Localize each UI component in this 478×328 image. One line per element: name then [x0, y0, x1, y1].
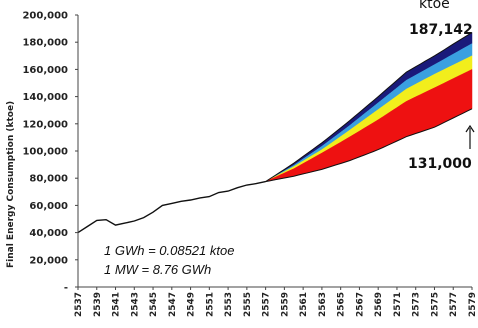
x-tick-label: 2553	[224, 292, 234, 317]
y-tick-label: 80,000	[29, 174, 68, 185]
x-tick-label: 2563	[318, 292, 328, 317]
x-tick-label: 2547	[168, 292, 178, 317]
conversion-note-gwh: 1 GWh = 0.08521 ktoe	[104, 243, 234, 258]
x-tick-label: 2559	[280, 292, 290, 317]
x-tick-label: 2539	[93, 292, 103, 317]
x-tick-label: 2579	[468, 292, 478, 317]
x-tick-label: 2555	[243, 292, 253, 317]
x-tick-label: 2549	[187, 292, 197, 317]
unit-label: ktoe	[419, 0, 450, 12]
low-value-arrow	[465, 124, 475, 149]
x-tick-label: 2537	[74, 292, 84, 317]
x-tick-label: 2575	[430, 292, 440, 317]
x-tick-label: 2545	[149, 292, 159, 317]
y-axis-label: Final Energy Consumption (ktoe)	[6, 101, 16, 268]
x-tick-label: 2569	[374, 292, 384, 317]
historical-line	[77, 180, 266, 234]
y-tick-label: 20,000	[29, 255, 68, 266]
projection-upper-line	[265, 32, 473, 183]
x-tick-label: 2561	[299, 292, 309, 317]
y-tick-label: -	[64, 283, 68, 294]
x-tick-label: 2541	[112, 292, 122, 317]
y-tick-label: 60,000	[29, 201, 68, 212]
y-tick-label: 100,000	[22, 147, 68, 158]
x-tick-label: 2557	[262, 292, 272, 317]
x-tick-label: 2571	[393, 292, 403, 317]
y-tick-label: 120,000	[22, 119, 68, 130]
x-tick-label: 2543	[130, 292, 140, 317]
y-tick-label: 40,000	[29, 228, 68, 239]
projection-bands	[265, 32, 473, 182]
y-tick-label: 160,000	[22, 65, 68, 76]
y-tick-label: 180,000	[22, 38, 68, 49]
x-tick-label: 2551	[205, 292, 215, 317]
x-tick-label: 2577	[449, 292, 459, 317]
y-tick-label: 200,000	[22, 11, 68, 22]
chart-lines	[77, 32, 473, 234]
y-tick-label: 140,000	[22, 92, 68, 103]
conversion-note-mw: 1 MW = 8.76 GWh	[104, 262, 211, 277]
high-value-label: 187,142	[409, 22, 473, 38]
x-tick-label: 2567	[355, 292, 365, 317]
low-value-label: 131,000	[408, 156, 472, 172]
chart-axes: - 20,000 40,000 60,000 80,000 100,000 120,000 1…	[22, 11, 478, 318]
x-tick-label: 2565	[337, 292, 347, 317]
x-tick-label: 2573	[412, 292, 422, 317]
projection-lower-line	[265, 108, 473, 183]
